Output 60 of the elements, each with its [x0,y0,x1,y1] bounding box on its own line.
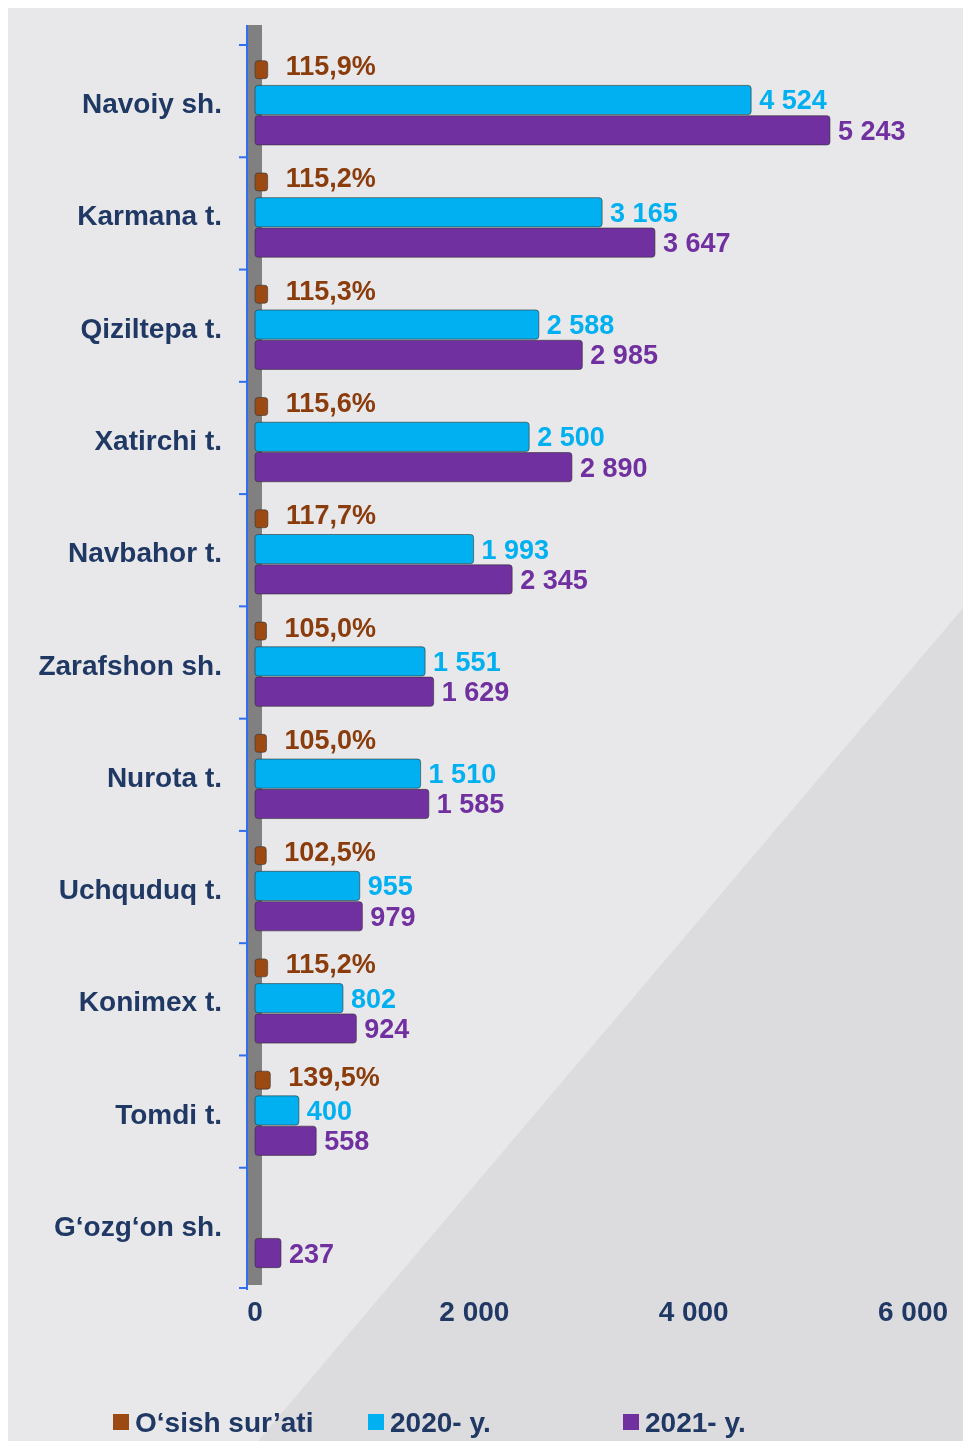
data-label: 105,0% [284,612,377,643]
bar [254,1070,271,1090]
data-label: 115,3% [285,275,376,306]
data-label: 2 345 [520,564,588,595]
y-tick-label: Karmana t. [77,200,222,232]
x-tick-label: 2 000 [439,1296,510,1327]
data-label: 924 [364,1013,410,1044]
y-tick-label: Konimex t. [78,986,222,1018]
x-tick-label: 4 000 [658,1296,729,1327]
bar [254,509,269,529]
data-label: 115,2% [285,949,376,980]
data-label: 1 993 [481,534,550,565]
y-tick-label: Zarafshon sh. [38,649,222,681]
data-label: 115,9% [285,51,376,82]
data-label: 105,0% [284,724,377,755]
x-tick-label: 0 [247,1296,263,1327]
data-label: 3 647 [662,228,731,259]
bar [254,397,268,416]
data-label: 1 585 [436,789,505,820]
data-label: 2 985 [590,340,658,371]
x-tick-label: 6 000 [877,1296,949,1327]
data-label: 3 165 [610,197,678,228]
data-label: 1 551 [433,646,501,677]
data-label: 2 890 [579,452,648,483]
y-tick-label: Tomdi t. [115,1098,222,1130]
y-tick-label: Nurota t. [106,761,222,793]
data-label: 1 510 [428,759,497,790]
data-label: 558 [324,1126,370,1157]
data-label: 2 500 [537,422,605,453]
bar [254,1238,282,1268]
data-label: 955 [367,871,413,902]
bar [254,60,269,79]
data-label: 139,5% [288,1061,380,1092]
legend-label: 2021- y. [645,1406,746,1438]
data-label: 1 629 [441,677,510,708]
legend-label: 2020- y. [390,1406,491,1438]
data-label: 400 [306,1095,352,1126]
data-label: 802 [350,983,397,1014]
bar [254,621,267,641]
data-label: 979 [370,901,416,932]
data-label: 117,7% [285,500,376,531]
data-label: 5 243 [837,115,906,146]
y-tick-label: G‘ozg‘on sh. [54,1210,222,1242]
y-tick-label: Navbahor t. [67,537,222,569]
data-label: 115,6% [285,387,376,418]
legend-label: O‘sish sur’ati [135,1406,314,1438]
y-tick-label: Uchquduq t. [58,874,222,906]
bar [254,172,268,192]
data-label: 115,2% [285,163,376,194]
bar [254,284,268,304]
data-label: 4 524 [759,85,827,116]
y-tick-label: Navoiy sh. [81,88,222,120]
data-label: 102,5% [284,837,376,868]
y-tick-label: Xatirchi t. [94,425,222,456]
bar [254,734,267,753]
data-label: 2 588 [546,310,615,341]
bar [254,846,267,865]
data-label: 237 [288,1238,335,1269]
bar [254,958,268,978]
y-tick-label: Qiziltepa t. [80,312,222,344]
